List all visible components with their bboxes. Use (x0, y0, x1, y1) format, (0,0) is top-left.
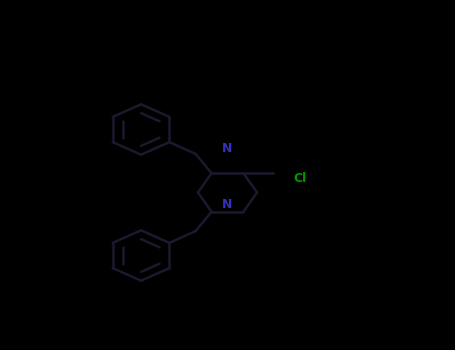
Text: N: N (222, 142, 233, 155)
Text: N: N (222, 198, 233, 211)
Text: Cl: Cl (293, 172, 307, 185)
